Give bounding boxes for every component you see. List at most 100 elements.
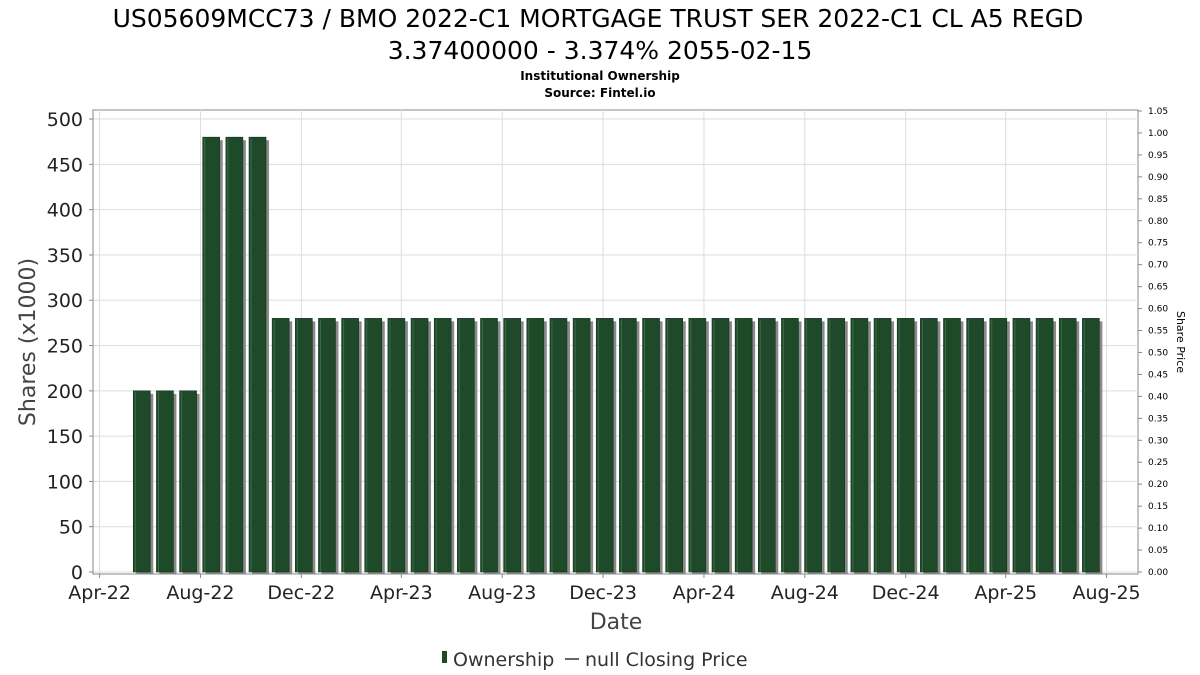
x-tick-label: Aug-23 [468,582,536,604]
bar-body [757,318,776,573]
y2-axis-label: Share Price [1174,311,1187,373]
bar [457,318,478,574]
bar [1082,318,1103,574]
bar-body [873,318,892,573]
bar [364,318,385,574]
y2-tick-label: 0.65 [1148,283,1168,293]
bar-body [179,390,197,573]
bar [665,318,686,574]
bar [595,318,617,574]
bar-body [387,318,406,573]
bar-body [688,318,707,573]
x-axis-label: Date [590,610,643,635]
bar [341,318,362,574]
bar [757,318,779,574]
bar-body [642,318,660,573]
x-tick-label: Aug-22 [166,582,234,604]
y-tick-label: 0 [71,562,83,584]
y2-tick-label: 0.05 [1148,546,1168,556]
bar [225,136,246,575]
bar-body [480,318,498,573]
x-tick-label: Dec-24 [872,582,940,604]
bar-body [318,318,336,573]
y2-tick-label: 0.10 [1148,524,1168,534]
x-tick-label: Apr-24 [673,582,736,604]
bar [1035,318,1057,574]
bar-body [364,318,383,573]
y2-tick-label: 0.60 [1148,305,1168,315]
y2-tick-label: 0.55 [1148,327,1168,337]
chart-title-line1: US05609MCC73 / BMO 2022-C1 MORTGAGE TRUS… [113,4,1084,33]
axes: 0 50 100 150 200 250 300 350 400 450 500 Apr-22 Aug-… [47,107,1169,604]
bar [781,318,802,574]
x-tick-label: Dec-23 [569,582,637,604]
bar-body [595,318,614,573]
legend-ownership-swatch [442,651,447,663]
bar-body [156,390,174,573]
bar [850,318,871,574]
y2-tick-label: 0.75 [1148,239,1168,249]
bar [526,318,547,574]
y-tick-label: 200 [47,381,83,403]
y-tick-label: 400 [47,200,83,222]
bar [1012,318,1033,574]
bar-body [619,318,637,573]
bar-body [1012,318,1031,573]
bar-body [295,318,313,573]
bar-body [850,318,869,573]
y2-tick-label: 0.40 [1148,392,1168,402]
y-tick-label: 450 [47,154,83,176]
bar [896,318,918,574]
bar-body [1058,318,1077,573]
bar [318,318,339,574]
bar-body [410,318,429,573]
x-tick-label: Aug-25 [1073,582,1141,604]
bar-body [572,318,591,573]
x-tick-label: Apr-23 [370,582,433,604]
x-tick-label: Aug-24 [771,582,839,604]
y-tick-label: 50 [59,517,83,539]
bar [179,390,200,574]
bar [966,318,987,574]
y-tick-label: 500 [47,109,83,131]
bar [711,318,732,574]
bar-body [1035,318,1054,573]
bar [734,318,756,574]
bar-body [665,318,683,573]
legend: Ownership null Closing Price [442,649,748,671]
bar [873,318,895,574]
bar-body [202,136,221,573]
bar [989,318,1010,574]
bar [248,136,270,575]
chart-source: Source: Fintel.io [544,86,655,100]
y2-tick-label: 0.95 [1148,151,1168,161]
bar-body [943,318,961,573]
bar-series-ownership [132,136,1103,575]
bar-body [248,136,267,573]
bar-body [781,318,799,573]
y-tick-label: 300 [47,290,83,312]
x-tick-label: Apr-22 [68,582,131,604]
bar [549,318,570,574]
bar-body [920,318,938,573]
bar-body [896,318,915,573]
chart-subtitle: Institutional Ownership [520,69,680,83]
bar [1058,318,1080,574]
bar [619,318,640,574]
bar [202,136,223,575]
legend-ownership-label: Ownership [453,649,554,671]
y2-tick-label: 0.80 [1148,217,1168,227]
y2-tick-label: 0.85 [1148,195,1168,205]
bar [503,318,524,574]
bar [410,318,432,574]
bar-body [341,318,359,573]
bar-body [433,318,452,573]
y2-tick-label: 0.45 [1148,370,1168,380]
bar [642,318,663,574]
bar-body [711,318,730,573]
bar-body [271,318,290,573]
y2-tick-label: 0.00 [1148,568,1168,578]
bar-body [804,318,822,573]
bar-body [1082,318,1100,573]
bar [688,318,709,574]
